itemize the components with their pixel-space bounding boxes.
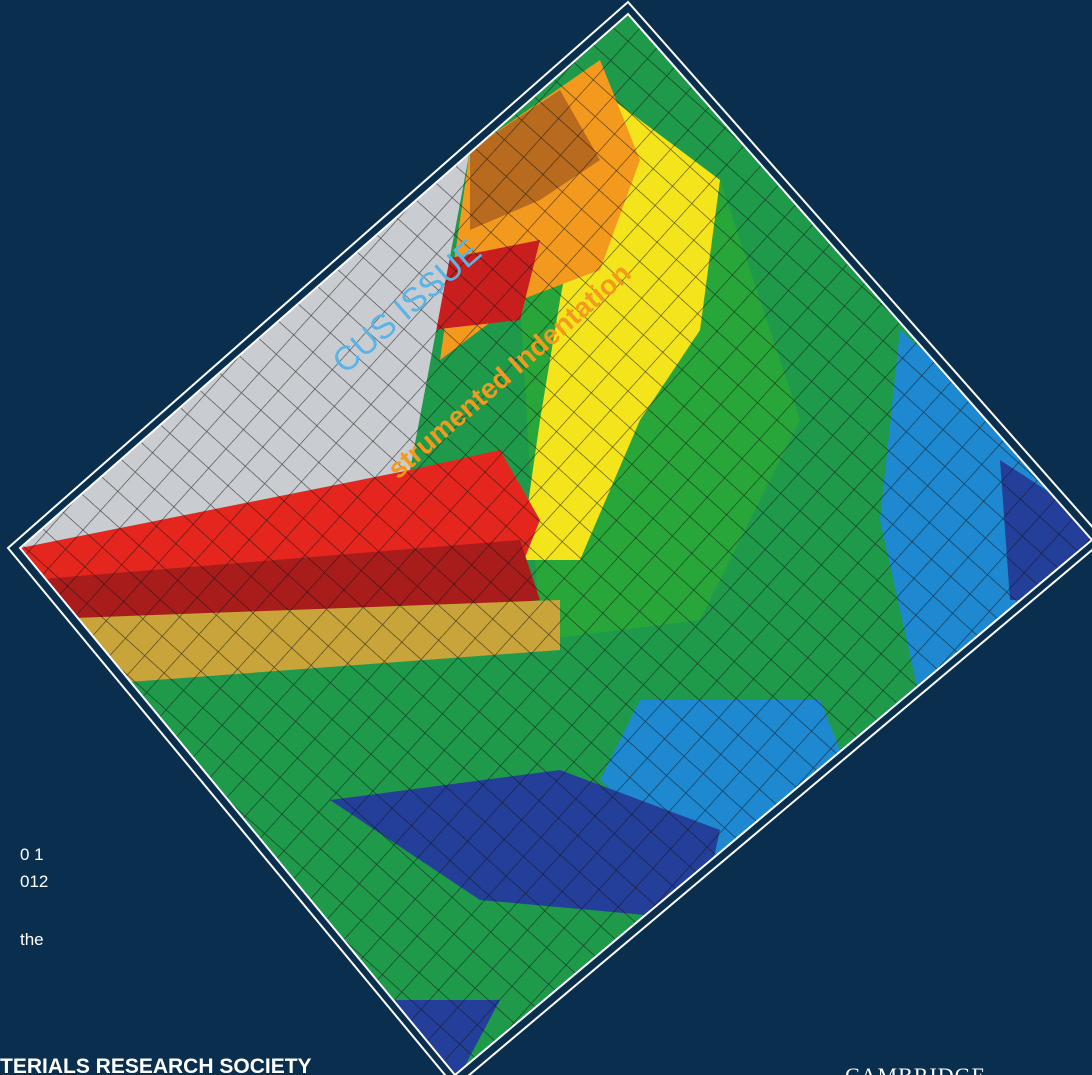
issue-line: 0 1 xyxy=(20,845,44,864)
inner-border xyxy=(18,12,1092,1075)
society-name: TERIALS RESEARCH SOCIETY xyxy=(0,1055,312,1075)
outer-border xyxy=(6,0,1092,1075)
issue-line: 012 xyxy=(20,872,48,891)
publisher-name: CAMBRIDGE xyxy=(845,1063,986,1075)
publisher-intro: the xyxy=(20,930,44,949)
